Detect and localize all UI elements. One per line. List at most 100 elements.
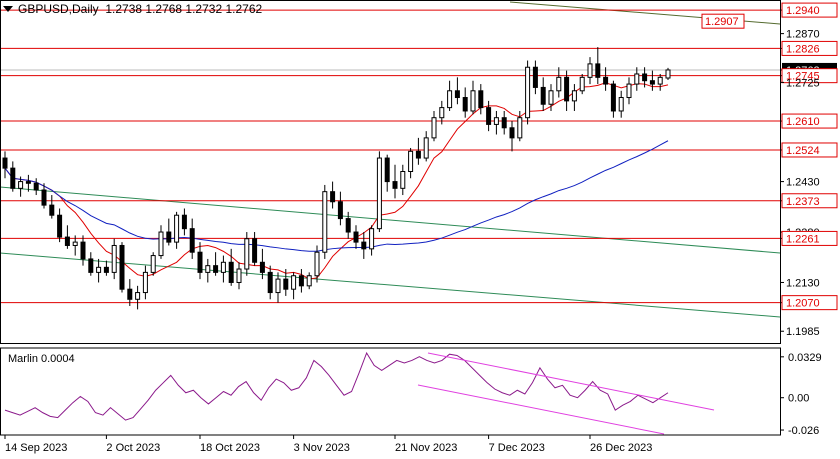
candle-body bbox=[244, 238, 250, 270]
candle-body bbox=[72, 241, 78, 246]
candle-body bbox=[291, 275, 297, 290]
candle-body bbox=[158, 231, 164, 257]
level-label: 1.2261 bbox=[786, 233, 820, 245]
chart-title: GBPUSD,Daily 1.2738 1.2768 1.2732 1.2762 bbox=[18, 2, 263, 16]
candles bbox=[2, 47, 671, 310]
time-tick-label: 18 Oct 2023 bbox=[200, 442, 260, 454]
candle-body bbox=[408, 150, 414, 173]
candle-body bbox=[345, 218, 351, 233]
candle-body bbox=[610, 83, 616, 112]
level-label-box bbox=[781, 113, 838, 129]
candle-body bbox=[470, 90, 476, 112]
time-tick-label: 26 Dec 2023 bbox=[590, 442, 652, 454]
level-label-box bbox=[781, 230, 838, 246]
candle-body bbox=[166, 231, 172, 243]
trendline-upper bbox=[0, 186, 781, 254]
candle-body bbox=[25, 181, 31, 184]
candle-body bbox=[283, 278, 289, 290]
candle-body bbox=[275, 278, 281, 294]
candle-body bbox=[33, 182, 39, 191]
level-label: 1.2524 bbox=[786, 145, 820, 157]
candle-body bbox=[634, 73, 640, 85]
price-tick-label: 1.1985 bbox=[786, 326, 820, 338]
level-label-box bbox=[781, 142, 838, 158]
oscillator-trendline-lower bbox=[417, 384, 665, 435]
price-tick-label: 1.2725 bbox=[786, 77, 820, 89]
candle-body bbox=[220, 261, 226, 273]
candle-body bbox=[556, 76, 562, 92]
candle-body bbox=[665, 69, 671, 79]
symbol-menu-arrow-icon[interactable] bbox=[3, 6, 13, 12]
candle-body bbox=[478, 90, 484, 109]
candle-body bbox=[525, 66, 531, 119]
candle-body bbox=[252, 238, 258, 263]
price-tick-label: 1.2130 bbox=[786, 277, 820, 289]
time-tick-label: 2 Oct 2023 bbox=[106, 442, 160, 454]
candle-body bbox=[400, 171, 406, 189]
candle-body bbox=[330, 191, 336, 203]
candle-body bbox=[571, 90, 577, 102]
candle-body bbox=[548, 90, 554, 105]
candle-body bbox=[626, 83, 632, 99]
oscillator-panel-frame bbox=[0, 347, 781, 436]
trendline-lower bbox=[0, 252, 781, 318]
candle-body bbox=[96, 266, 102, 273]
candle-body bbox=[353, 231, 359, 243]
level-label: 1.2826 bbox=[786, 43, 820, 55]
level-label-box bbox=[781, 295, 838, 311]
candle-body bbox=[80, 241, 86, 260]
candle-body bbox=[369, 228, 375, 250]
level-label-box bbox=[781, 40, 838, 56]
candle-body bbox=[236, 268, 242, 283]
candle-body bbox=[174, 214, 180, 243]
price-tick-label: 1.2430 bbox=[786, 177, 820, 189]
candle-body bbox=[517, 117, 523, 139]
candle-body bbox=[18, 181, 24, 189]
candle-body bbox=[259, 261, 265, 273]
time-axis: 14 Sep 2023 2 Oct 2023 18 Oct 2023 3 Nov 20… bbox=[4, 435, 652, 454]
candle-body bbox=[540, 86, 546, 105]
candle-body bbox=[447, 90, 453, 109]
candle-body bbox=[49, 204, 55, 216]
candle-body bbox=[135, 292, 141, 300]
time-tick-label: 3 Nov 2023 bbox=[294, 442, 350, 454]
candle-body bbox=[493, 117, 499, 125]
candle-body bbox=[415, 150, 421, 159]
candle-body bbox=[2, 157, 8, 169]
candle-body bbox=[10, 167, 16, 189]
level-label: 1.2745 bbox=[786, 71, 820, 83]
candle-body bbox=[392, 181, 398, 189]
target-label: 1.2907 bbox=[705, 16, 739, 28]
chart-frame bbox=[0, 0, 781, 436]
slow-ma-line bbox=[4, 140, 669, 252]
candle-body bbox=[587, 63, 593, 78]
candle-body bbox=[181, 214, 187, 230]
candle-body bbox=[486, 107, 492, 125]
osc-tick-label: 0.0329 bbox=[788, 352, 822, 364]
level-label: 1.2070 bbox=[786, 298, 820, 310]
candle-body bbox=[64, 236, 70, 246]
oscillator-trendline-upper bbox=[427, 352, 715, 411]
level-label-box bbox=[781, 193, 838, 209]
candle-body bbox=[376, 157, 382, 230]
candle-body bbox=[454, 90, 460, 99]
time-tick-label: 14 Sep 2023 bbox=[5, 442, 67, 454]
candle-body bbox=[103, 266, 109, 273]
candle-body bbox=[314, 251, 320, 277]
candle-body bbox=[267, 271, 273, 294]
candle-body bbox=[322, 191, 328, 253]
candle-body bbox=[142, 271, 148, 294]
candle-body bbox=[618, 97, 624, 112]
level-label: 1.2940 bbox=[786, 5, 820, 17]
candle-body bbox=[439, 107, 445, 119]
candle-body bbox=[111, 244, 117, 273]
oscillator-line bbox=[4, 351, 669, 421]
candle-body bbox=[213, 265, 219, 273]
candle-body bbox=[579, 76, 585, 92]
main-panel-frame bbox=[0, 0, 781, 344]
candle-body bbox=[41, 189, 47, 206]
osc-tick-label: 0.00 bbox=[788, 393, 809, 405]
candle-body bbox=[150, 255, 156, 273]
